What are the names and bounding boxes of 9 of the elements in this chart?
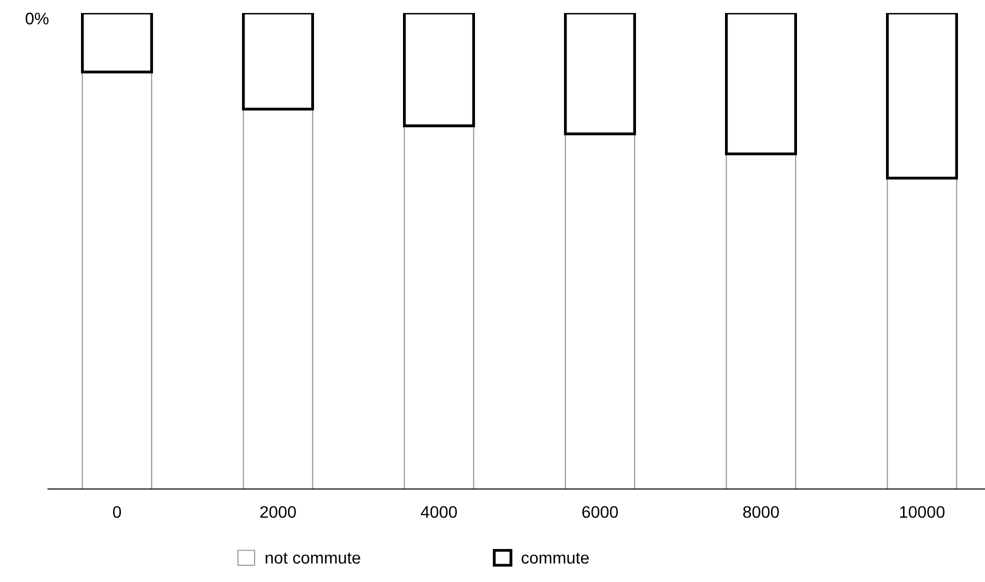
- x-tick-label: 6000: [582, 506, 618, 518]
- annotation: 0%: [26, 12, 48, 24]
- x-tick-label: 4000: [420, 506, 457, 518]
- x-tick-label: 0: [113, 506, 121, 518]
- x-tick-label: 2000: [260, 506, 296, 518]
- legend-label: not commute: [266, 552, 360, 564]
- x-tick-label: 8000: [743, 506, 779, 518]
- legend-label: commute: [522, 552, 589, 564]
- x-tick-label: 10000: [900, 506, 945, 518]
